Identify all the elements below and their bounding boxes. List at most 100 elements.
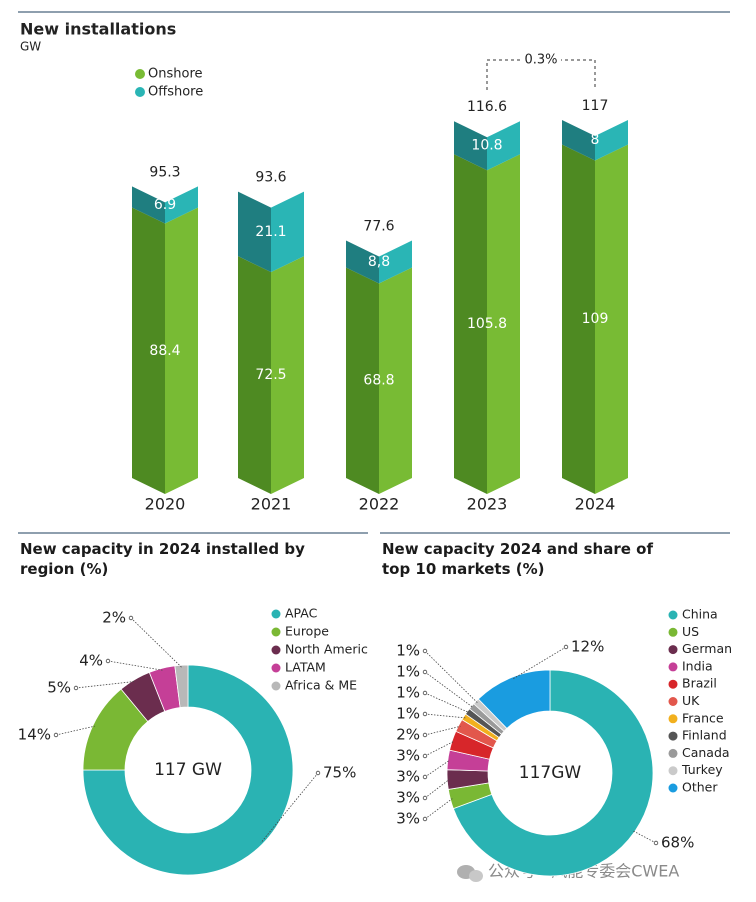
- bar-segment: [132, 186, 198, 224]
- panel-title: New capacity 2024 and share of top 10 ma…: [382, 540, 653, 578]
- total-label: 77.6: [363, 219, 394, 235]
- leader-dot: [422, 669, 428, 675]
- value-label: 6.9: [154, 197, 176, 213]
- total-label: 95.3: [149, 164, 180, 180]
- bar-face-left: [132, 207, 165, 494]
- legend-swatch: [668, 627, 678, 637]
- legend-label: China: [682, 607, 718, 622]
- legend-label: North Americ: [285, 642, 368, 657]
- legend-swatch: [668, 610, 678, 620]
- legend-label: UK: [682, 693, 700, 708]
- legend-label: Europe: [285, 624, 329, 639]
- leader-dot: [422, 774, 428, 780]
- legend-label: APAC: [285, 606, 318, 621]
- value-label: 5%: [47, 679, 71, 697]
- leader-line: [107, 660, 163, 671]
- legend-label: India: [682, 658, 713, 673]
- leader-dot: [422, 732, 428, 738]
- center-label: 117 GW: [154, 760, 222, 780]
- legend-swatch: [271, 663, 281, 673]
- value-label: 88.4: [149, 343, 180, 359]
- legend-label: France: [682, 710, 724, 725]
- value-label: 3%: [396, 768, 420, 786]
- bar-face-right: [595, 144, 628, 494]
- legend-label: Other: [682, 780, 718, 795]
- legend-swatch: [668, 714, 678, 724]
- legend-label: German: [682, 641, 732, 656]
- donut-slice: [452, 669, 654, 877]
- leader-dot: [563, 644, 569, 650]
- legend-swatch: [135, 87, 145, 97]
- value-label: 1%: [396, 705, 420, 723]
- value-label: 3%: [396, 810, 420, 828]
- bar-face-right: [165, 207, 198, 494]
- legend-swatch: [668, 662, 678, 672]
- bar-face-right: [271, 191, 304, 273]
- value-label: 3%: [396, 747, 420, 765]
- legend-label: Brazil: [682, 676, 717, 691]
- value-label: 3%: [396, 789, 420, 807]
- bar-segment: [562, 120, 628, 161]
- legend-swatch: [668, 731, 678, 741]
- leader-line: [130, 617, 182, 668]
- legend-label: Onshore: [148, 67, 203, 82]
- value-label: 4%: [79, 652, 103, 670]
- x-tick-label: 2021: [251, 495, 292, 514]
- legend-swatch: [271, 681, 281, 691]
- bar-face-left: [562, 144, 595, 494]
- bar-segment: [346, 267, 412, 494]
- leader-dot: [53, 732, 59, 738]
- legend-label: US: [682, 624, 699, 639]
- leader-dot: [653, 840, 659, 846]
- value-label: 10.8: [471, 138, 502, 154]
- value-label: 8,8: [368, 254, 390, 270]
- leader-line: [424, 779, 450, 799]
- value-label: 21.1: [255, 224, 286, 240]
- legend-swatch: [668, 697, 678, 706]
- legend-label: Offshore: [148, 85, 203, 100]
- total-label: 116.6: [467, 99, 507, 115]
- bar-face-right: [487, 154, 520, 494]
- leader-dot: [422, 690, 428, 696]
- value-label: 109: [582, 311, 609, 327]
- bar-face-right: [271, 256, 304, 494]
- annotation-bg: [521, 50, 561, 70]
- watermark-icon: [457, 865, 483, 882]
- leader-dot: [315, 770, 321, 776]
- legend-label: Finland: [682, 728, 727, 743]
- x-tick-label: 2020: [145, 495, 186, 514]
- bar-face-left: [346, 267, 379, 494]
- leader-line: [424, 692, 470, 713]
- leader-line: [424, 759, 451, 778]
- legend-label: Canada: [682, 745, 730, 760]
- total-label: 93.6: [255, 170, 286, 186]
- bar-face-left: [562, 120, 595, 161]
- leader-line: [424, 671, 474, 708]
- chart-title: New installations: [20, 20, 176, 39]
- legend-swatch: [271, 609, 281, 619]
- bar-face-left: [454, 121, 487, 171]
- bar-face-right: [595, 120, 628, 161]
- leader-dot: [422, 816, 428, 822]
- value-label: 2%: [396, 726, 420, 744]
- leader-line: [424, 740, 455, 757]
- bar-face-right: [165, 186, 198, 224]
- bar-segment: [238, 191, 304, 273]
- legend-swatch: [668, 748, 678, 758]
- x-tick-label: 2023: [467, 495, 508, 514]
- value-label: 68.8: [363, 373, 394, 389]
- leader-line: [511, 646, 567, 680]
- legend-swatch: [668, 645, 678, 655]
- leader-dot: [422, 711, 428, 717]
- bar-segment: [238, 256, 304, 494]
- value-label: 75%: [323, 764, 356, 782]
- x-tick-label: 2024: [575, 495, 616, 514]
- leader-line: [260, 772, 319, 844]
- bar-face-left: [454, 154, 487, 494]
- leader-line: [632, 830, 657, 844]
- value-label: 1%: [396, 642, 420, 660]
- leader-line: [424, 713, 466, 719]
- value-label: 68%: [661, 834, 694, 852]
